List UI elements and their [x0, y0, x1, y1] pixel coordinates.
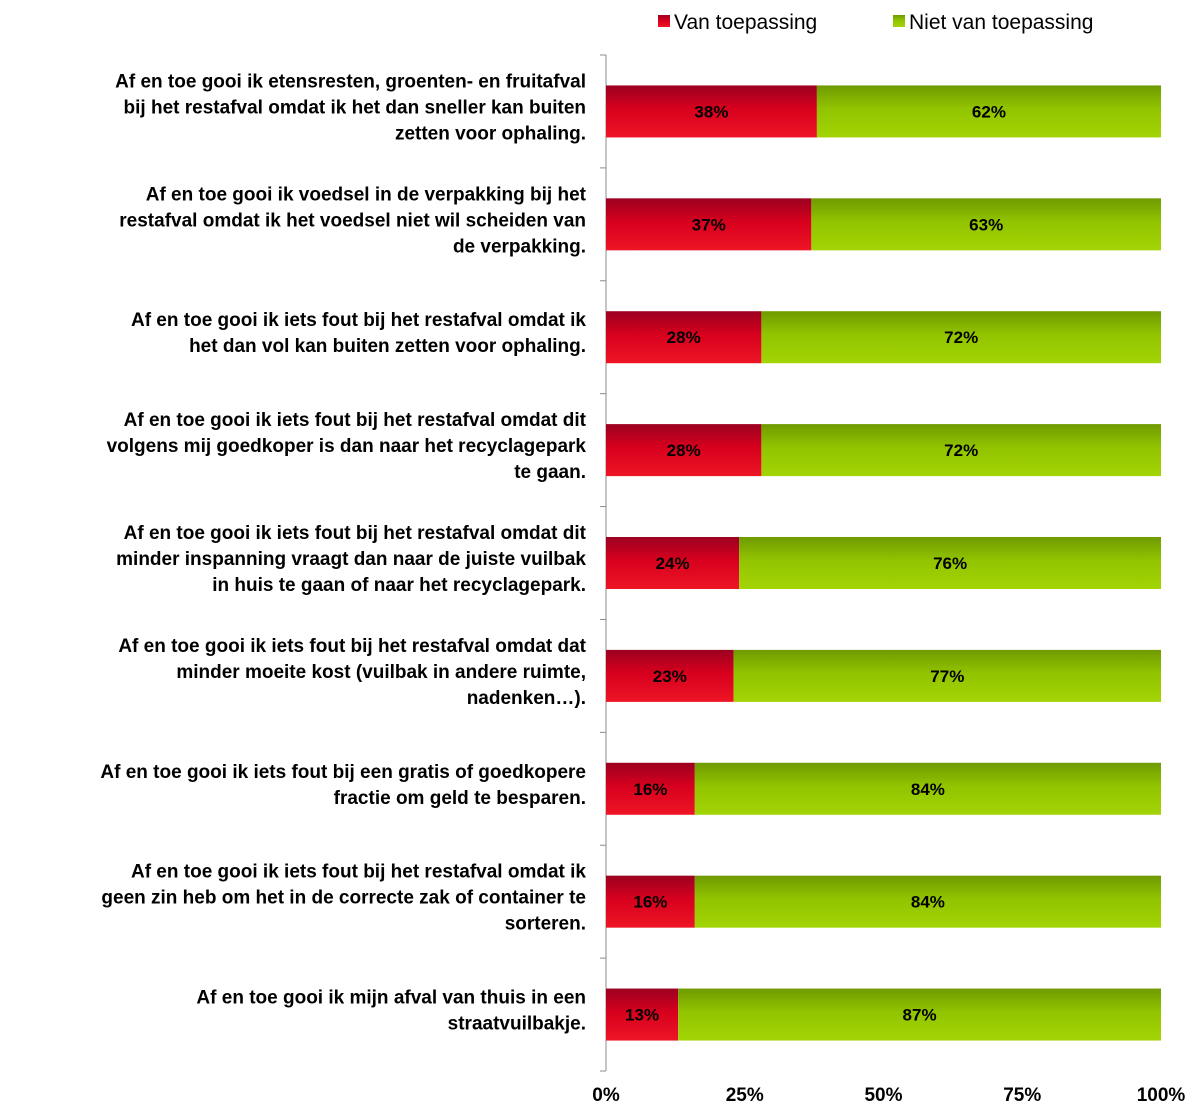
category-label: Af en toe gooi ik voedsel in de verpakki…: [119, 184, 586, 257]
data-label: 23%: [653, 667, 687, 686]
category-label: Af en toe gooi ik iets fout bij het rest…: [118, 636, 586, 709]
x-tick-label: 100%: [1137, 1085, 1186, 1106]
bar-segment: [606, 537, 740, 589]
bar-segment: [606, 875, 695, 928]
legend: Van toepassing Niet van toepassing: [658, 11, 1093, 34]
data-label: 72%: [944, 441, 978, 460]
legend-swatch-niet-van-toepassing: [893, 15, 905, 27]
data-label: 84%: [911, 780, 945, 799]
bar-segment: [606, 649, 734, 702]
bar-segment: [606, 762, 695, 815]
bar-segment: [694, 875, 1161, 928]
data-label: 16%: [633, 780, 667, 799]
bar-segment: [816, 85, 1161, 138]
bar-segment: [606, 988, 679, 1041]
data-label: 84%: [911, 893, 945, 912]
data-label: 28%: [667, 441, 701, 460]
data-label: 16%: [633, 893, 667, 912]
legend-swatch-van-toepassing: [658, 15, 670, 27]
category-label: Af en toe gooi ik iets fout bij het rest…: [131, 310, 586, 357]
bar-segment: [761, 424, 1161, 477]
bar-segment: [811, 198, 1161, 251]
data-label: 62%: [972, 102, 1006, 121]
data-label: 13%: [625, 1006, 659, 1025]
data-label: 76%: [933, 554, 967, 573]
data-label: 37%: [692, 215, 726, 234]
bar-segment: [761, 311, 1161, 364]
bar-segment: [733, 649, 1161, 702]
legend-label-van-toepassing: Van toepassing: [674, 11, 817, 34]
legend-label-niet-van-toepassing: Niet van toepassing: [909, 11, 1093, 34]
x-tick-label: 50%: [864, 1085, 902, 1106]
category-label: Af en toe gooi ik iets fout bij het rest…: [116, 523, 587, 596]
bar-segment: [678, 988, 1161, 1041]
category-labels: Af en toe gooi ik etensresten, groenten-…: [100, 71, 586, 1034]
bar-segment: [606, 424, 762, 477]
data-label: 28%: [667, 328, 701, 347]
data-label: 72%: [944, 328, 978, 347]
x-tick-label: 75%: [1003, 1085, 1041, 1106]
x-tick-label: 25%: [726, 1085, 764, 1106]
category-label: Af en toe gooi ik iets fout bij het rest…: [107, 410, 587, 483]
bar-segment: [606, 198, 812, 251]
data-label: 24%: [656, 554, 690, 573]
category-label: Af en toe gooi ik mijn afval van thuis i…: [196, 988, 586, 1035]
category-label: Af en toe gooi ik etensresten, groenten-…: [115, 71, 586, 144]
category-label: Af en toe gooi ik iets fout bij een grat…: [100, 762, 586, 809]
data-label: 87%: [903, 1006, 937, 1025]
bar-segment: [694, 762, 1161, 815]
bar-segment: [606, 311, 762, 364]
data-label: 63%: [969, 215, 1003, 234]
bar-segment: [739, 537, 1161, 589]
bars: 38% 62% 37% 63% 28% 72% 28% 72% 24% 76% 23% 77% 16% 8…: [606, 85, 1161, 1041]
category-label: Af en toe gooi ik iets fout bij het rest…: [101, 862, 586, 935]
data-label: 38%: [694, 102, 728, 121]
x-tick-label: 0%: [592, 1085, 620, 1106]
bar-segment: [606, 85, 817, 138]
data-label: 77%: [930, 667, 964, 686]
